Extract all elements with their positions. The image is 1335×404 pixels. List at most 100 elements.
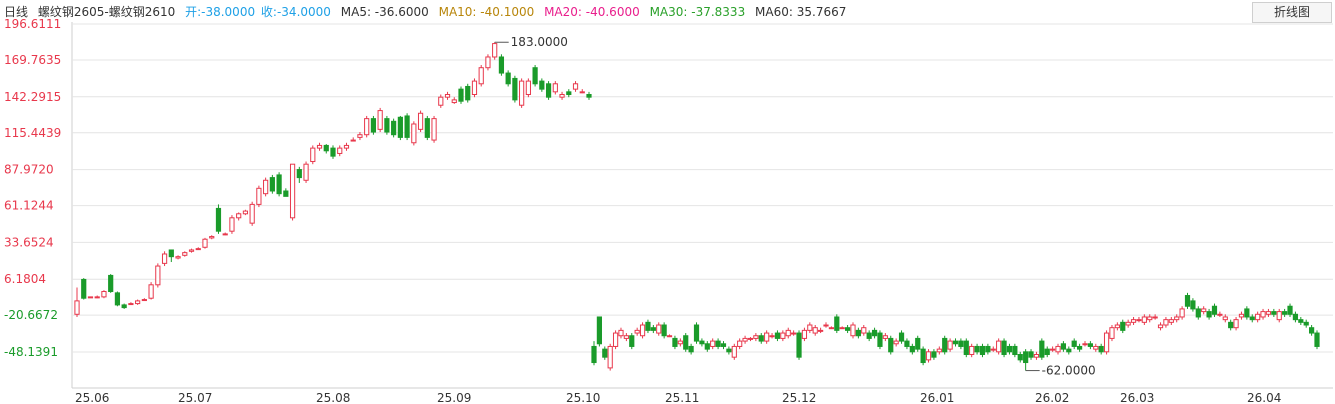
candle xyxy=(979,343,986,358)
candle xyxy=(525,78,531,98)
candle-body xyxy=(323,144,329,152)
candle-body xyxy=(963,340,969,355)
candle xyxy=(330,145,336,159)
candle xyxy=(1260,308,1266,320)
candle xyxy=(898,330,905,344)
candle-body xyxy=(114,292,121,306)
candle xyxy=(121,303,127,309)
candle-body xyxy=(602,348,608,358)
candle xyxy=(715,338,721,350)
x-tick-label: 25.12 xyxy=(782,391,816,404)
candle-body xyxy=(1012,345,1018,355)
candle-body xyxy=(141,299,147,302)
candle-body xyxy=(796,332,802,358)
candle xyxy=(337,145,343,157)
candle-body xyxy=(1206,311,1212,318)
candle-body xyxy=(417,112,424,130)
candle xyxy=(276,172,282,197)
candle xyxy=(942,335,948,355)
candle-body xyxy=(1265,311,1272,315)
line-chart-toggle-button[interactable]: 折线图 xyxy=(1252,2,1332,23)
x-tick-label: 25.08 xyxy=(316,391,350,404)
candle-body xyxy=(607,345,613,369)
candle xyxy=(161,251,168,267)
candle-body xyxy=(1222,316,1228,321)
candle xyxy=(1314,330,1320,350)
candle-body xyxy=(202,238,208,248)
candle-body xyxy=(519,80,525,106)
candle-body xyxy=(1174,316,1180,321)
candle xyxy=(1184,292,1191,309)
candle xyxy=(1190,298,1196,312)
candle-body xyxy=(623,335,629,339)
y-tick-label: 61.1244 xyxy=(4,199,54,213)
candle xyxy=(1012,343,1018,358)
candle-body xyxy=(1114,324,1120,329)
candle-body xyxy=(1109,327,1115,339)
candle-body xyxy=(370,118,377,133)
candle xyxy=(1120,319,1126,334)
candle xyxy=(974,343,980,355)
candle-body xyxy=(1001,340,1007,355)
candle-body xyxy=(834,316,840,331)
candle-body xyxy=(774,332,781,339)
candle xyxy=(532,65,538,87)
candle-body xyxy=(1282,311,1288,315)
candle-body xyxy=(532,67,538,85)
candle-body xyxy=(1233,319,1239,329)
candle xyxy=(1168,316,1174,326)
candle xyxy=(135,299,141,305)
candle xyxy=(269,174,275,194)
candle xyxy=(828,326,835,330)
candle-body xyxy=(1179,308,1185,318)
candle-body xyxy=(742,337,748,342)
candle xyxy=(1211,303,1218,317)
candle xyxy=(296,166,302,183)
x-tick-label: 26.02 xyxy=(1035,391,1069,404)
max-annotation-label: 183.0000 xyxy=(511,35,568,49)
candle-body xyxy=(909,345,915,353)
y-tick-label: 196.6111 xyxy=(4,17,61,31)
candle-body xyxy=(1298,319,1304,323)
candle xyxy=(996,338,1002,355)
candle xyxy=(693,322,700,344)
candle xyxy=(478,65,484,87)
candle-body xyxy=(1228,321,1234,329)
candle xyxy=(283,188,289,197)
candle xyxy=(155,263,161,288)
candle-body xyxy=(942,337,948,353)
candle-body xyxy=(731,345,737,358)
candle-body xyxy=(915,337,921,350)
candle-body xyxy=(1157,324,1164,329)
candle xyxy=(596,316,602,347)
candle xyxy=(1233,316,1239,331)
candle xyxy=(1276,308,1282,323)
candle xyxy=(1044,346,1050,358)
candle xyxy=(731,343,737,360)
candle-body xyxy=(904,340,910,347)
candle-body xyxy=(1125,321,1131,326)
candle-body xyxy=(888,337,894,353)
candle-body xyxy=(936,348,942,353)
y-tick-label: 169.7635 xyxy=(4,53,61,67)
candle xyxy=(108,274,114,293)
candle xyxy=(1076,343,1083,352)
candle xyxy=(602,346,608,360)
y-axis-labels: 196.6111 169.7635 142.2915 115.4439 87.9720 6… xyxy=(4,17,61,359)
y-tick-label: 87.9720 xyxy=(4,163,54,177)
candle xyxy=(737,338,743,350)
candle-body xyxy=(828,327,835,330)
candle xyxy=(249,201,255,226)
candle-body xyxy=(1066,348,1072,353)
candle-body xyxy=(747,337,754,340)
candle-body xyxy=(844,327,851,331)
candle xyxy=(209,235,215,240)
candle-body xyxy=(1314,332,1320,347)
candle xyxy=(236,212,242,221)
x-tick-label: 26.03 xyxy=(1120,391,1154,404)
candle-body xyxy=(683,335,689,350)
candle xyxy=(877,330,883,350)
candle xyxy=(310,145,316,165)
min-annotation-label: -62.0000 xyxy=(1042,364,1096,378)
candle-body xyxy=(769,335,775,338)
